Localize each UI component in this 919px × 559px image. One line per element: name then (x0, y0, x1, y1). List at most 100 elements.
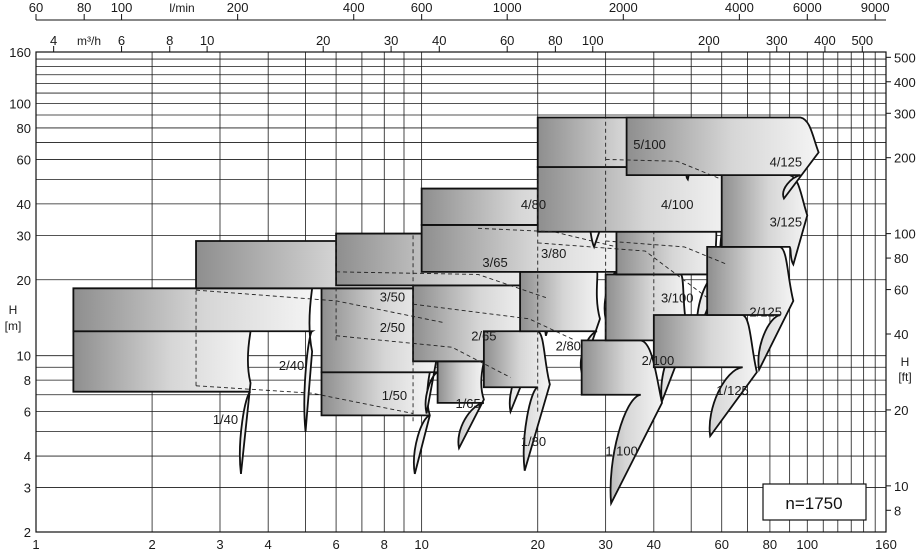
zone-label: 4/80 (521, 197, 546, 212)
ft-tick-label: 400 (894, 75, 916, 90)
y-tick-label: 80 (17, 121, 31, 136)
zone-label: 3/50 (380, 289, 405, 304)
m3h-tick-label: 10 (200, 33, 214, 48)
dashed-guide (537, 242, 708, 298)
lmin-unit: l/min (169, 1, 194, 15)
ft-axis-unit: [ft] (898, 370, 911, 384)
m3h-tick-label: 20 (316, 33, 330, 48)
m3h-tick-label: 30 (384, 33, 398, 48)
lmin-tick-label: 4000 (725, 0, 754, 15)
zone-label: 3/100 (661, 291, 694, 306)
ft-tick-label: 40 (894, 327, 908, 342)
lmin-tick-label: 1000 (493, 0, 522, 15)
x-tick-label: 1 (32, 537, 39, 552)
m3h-tick-label: 60 (500, 33, 514, 48)
zone-label: 2/50 (380, 320, 405, 335)
ft-tick-label: 10 (894, 479, 908, 494)
lmin-tick-label: 9000 (861, 0, 890, 15)
y-tick-label: 30 (17, 228, 31, 243)
y-tick-label: 160 (9, 45, 31, 60)
lmin-tick-label: 400 (343, 0, 365, 15)
zone-label: 2/40 (279, 358, 304, 373)
zone-label: 1/125 (716, 383, 749, 398)
ft-tick-label: 500 (894, 50, 916, 65)
ft-tick-label: 8 (894, 503, 901, 518)
ft-tick-label: 20 (894, 403, 908, 418)
y-tick-label: 3 (24, 481, 31, 496)
dashed-guide (196, 385, 414, 414)
m3h-tick-label: 40 (432, 33, 446, 48)
m3h-tick-label: 80 (548, 33, 562, 48)
x-tick-label: 100 (796, 537, 818, 552)
dashed-guide (412, 303, 576, 341)
zone-1-80 (482, 330, 551, 471)
lmin-tick-label: 6000 (793, 0, 822, 15)
zone-label: 1/100 (605, 444, 638, 459)
zone-labels: 1/40 2/40 1/50 2/50 3/50 1/65 2/65 3/65 1/80 2/80… (213, 137, 802, 459)
y-tick-label: 20 (17, 273, 31, 288)
x-tick-label: 60 (714, 537, 728, 552)
y-axis-label: H (9, 303, 18, 317)
lmin-tick-label: 100 (111, 0, 133, 15)
zone-label: 3/80 (541, 246, 566, 261)
zone-label: 1/40 (213, 412, 238, 427)
ft-tick-label: 80 (894, 251, 908, 266)
zone-label: 2/125 (749, 304, 782, 319)
y-axis-unit: [m] (5, 319, 22, 333)
dashed-guide (336, 271, 547, 299)
y-tick-label: 2 (24, 525, 31, 540)
x-tick-label: 4 (265, 537, 272, 552)
x-tick-label: 160 (875, 537, 897, 552)
m3h-tick-label: 500 (851, 33, 873, 48)
zone-2-40 (72, 287, 316, 432)
speed-box: n=1750 (762, 483, 867, 521)
x-tick-label: 20 (530, 537, 544, 552)
m3h-tick-label: 4 (50, 33, 57, 48)
x-tick-label: 10 (414, 537, 428, 552)
x-tick-label: 30 (598, 537, 612, 552)
m3h-tick-label: 400 (814, 33, 836, 48)
y-tick-label: 6 (24, 405, 31, 420)
ft-tick-label: 60 (894, 283, 908, 298)
m3h-unit: m³/h (77, 34, 101, 48)
x-tick-label: 6 (332, 537, 339, 552)
zone-label: 2/80 (556, 338, 581, 353)
ft-axis-label: H (901, 355, 910, 369)
ft-tick-label: 100 (894, 227, 916, 242)
axes: 1 2 3 4 6 8 10 20 30 40 60 80 100 1602346810203040608… (5, 0, 916, 552)
zone-label: 4/100 (661, 197, 694, 212)
zone-label: 3/65 (482, 255, 507, 270)
x-tick-label: 80 (763, 537, 777, 552)
zone-1-40 (72, 330, 252, 474)
dashed-guide (605, 240, 728, 265)
dashed-guide (336, 335, 511, 378)
ft-tick-label: 200 (894, 151, 916, 166)
y-tick-label: 8 (24, 373, 31, 388)
zone-label: 2/65 (471, 329, 496, 344)
zone-label: 2/100 (642, 353, 675, 368)
zone-1-50 (320, 371, 431, 475)
y-tick-label: 4 (24, 449, 31, 464)
lmin-tick-label: 600 (411, 0, 433, 15)
m3h-tick-label: 300 (766, 33, 788, 48)
zone-2-125 (706, 246, 795, 373)
zone-label: 4/125 (770, 154, 803, 169)
x-tick-label: 40 (647, 537, 661, 552)
speed-label: n=1750 (785, 494, 842, 513)
plot-frame (35, 51, 887, 533)
y-tick-label: 100 (9, 96, 31, 111)
x-tick-label: 2 (148, 537, 155, 552)
m3h-tick-label: 6 (118, 33, 125, 48)
zone-1-100 (580, 339, 663, 507)
lmin-tick-label: 200 (227, 0, 249, 15)
zone-label: 5/100 (633, 137, 666, 152)
zone-label: 3/125 (770, 215, 803, 230)
zone-4-125 (625, 116, 820, 201)
m3h-tick-label: 8 (166, 33, 173, 48)
dashed-guide (195, 289, 446, 324)
zone-label: 1/50 (382, 388, 407, 403)
dashed-guide (605, 158, 722, 180)
dashed-guides (195, 117, 728, 422)
lmin-tick-label: 80 (77, 0, 91, 15)
y-tick-label: 40 (17, 197, 31, 212)
